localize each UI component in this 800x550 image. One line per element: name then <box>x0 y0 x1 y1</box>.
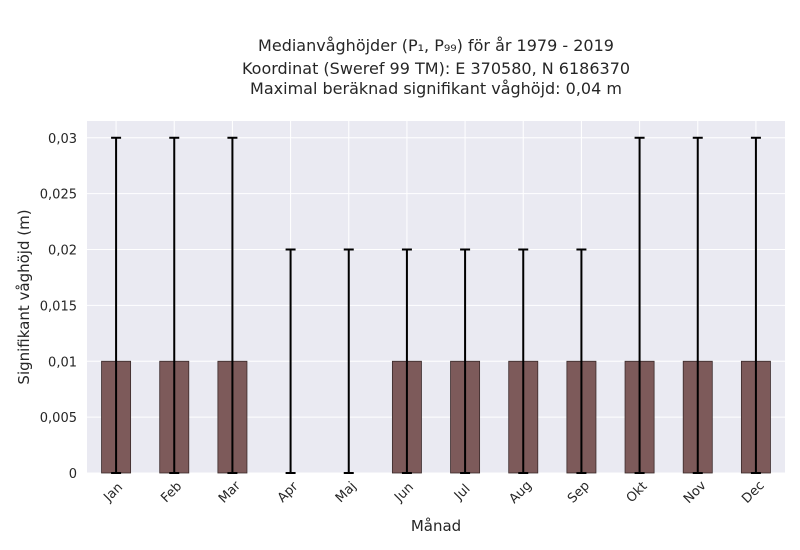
error-bar-mar <box>227 136 238 474</box>
error-bar-nov <box>692 136 703 474</box>
y-tick-label: 0,025 <box>40 188 77 203</box>
y-tick-label: 0,01 <box>48 355 77 370</box>
y-tick-label: 0,005 <box>40 411 77 426</box>
error-bar-aug <box>518 248 529 474</box>
chart-title-line-1: Medianvåghöjder (P₁, P₉₉) för år 1979 - … <box>258 36 614 55</box>
error-bar-okt <box>634 136 645 474</box>
x-tick-label-okt: Okt <box>624 479 651 506</box>
x-tick-label-dec: Dec <box>739 478 767 506</box>
error-bar-jan <box>111 136 122 474</box>
y-tick-label: 0,015 <box>40 299 77 314</box>
error-bar-feb <box>169 136 180 474</box>
error-bars <box>111 136 761 474</box>
error-bar-maj <box>343 248 354 474</box>
y-tick-label: 0 <box>69 467 77 482</box>
chart-title: Medianvåghöjder (P₁, P₉₉) för år 1979 - … <box>242 36 630 98</box>
y-axis-label: Signifikant våghöjd (m) <box>15 209 33 384</box>
error-bar-jun <box>401 248 412 474</box>
y-tick-label: 0,03 <box>48 132 77 147</box>
x-tick-label-aug: Aug <box>506 478 535 507</box>
x-tick-label-jun: Jun <box>391 480 417 506</box>
y-axis-ticks: 0 0,005 0,01 0,015 0,02 0,025 0,03 <box>40 132 77 482</box>
x-tick-label-nov: Nov <box>681 478 710 507</box>
error-bar-dec <box>750 136 761 474</box>
y-tick-label: 0,02 <box>48 244 77 259</box>
x-tick-label-jan: Jan <box>101 480 126 505</box>
chart-title-line-2: Koordinat (Sweref 99 TM): E 370580, N 61… <box>242 59 630 78</box>
x-axis-label: Månad <box>411 517 461 535</box>
x-tick-label-mar: Mar <box>216 478 244 506</box>
chart-title-line-3: Maximal beräknad signifikant våghöjd: 0,… <box>250 79 622 98</box>
x-tick-label-jul: Jul <box>451 482 473 504</box>
plot-area <box>87 121 785 473</box>
error-bar-jul <box>460 248 471 474</box>
error-bar-apr <box>285 248 296 474</box>
x-tick-label-maj: Maj <box>333 479 360 506</box>
x-tick-label-apr: Apr <box>275 479 302 506</box>
x-axis-ticks: Jan Feb Mar Apr Maj Jun Jul Aug Sep Okt Nov Dec <box>101 478 768 507</box>
x-tick-label-sep: Sep <box>565 479 593 507</box>
error-bar-sep <box>576 248 587 474</box>
x-tick-label-feb: Feb <box>158 479 185 506</box>
